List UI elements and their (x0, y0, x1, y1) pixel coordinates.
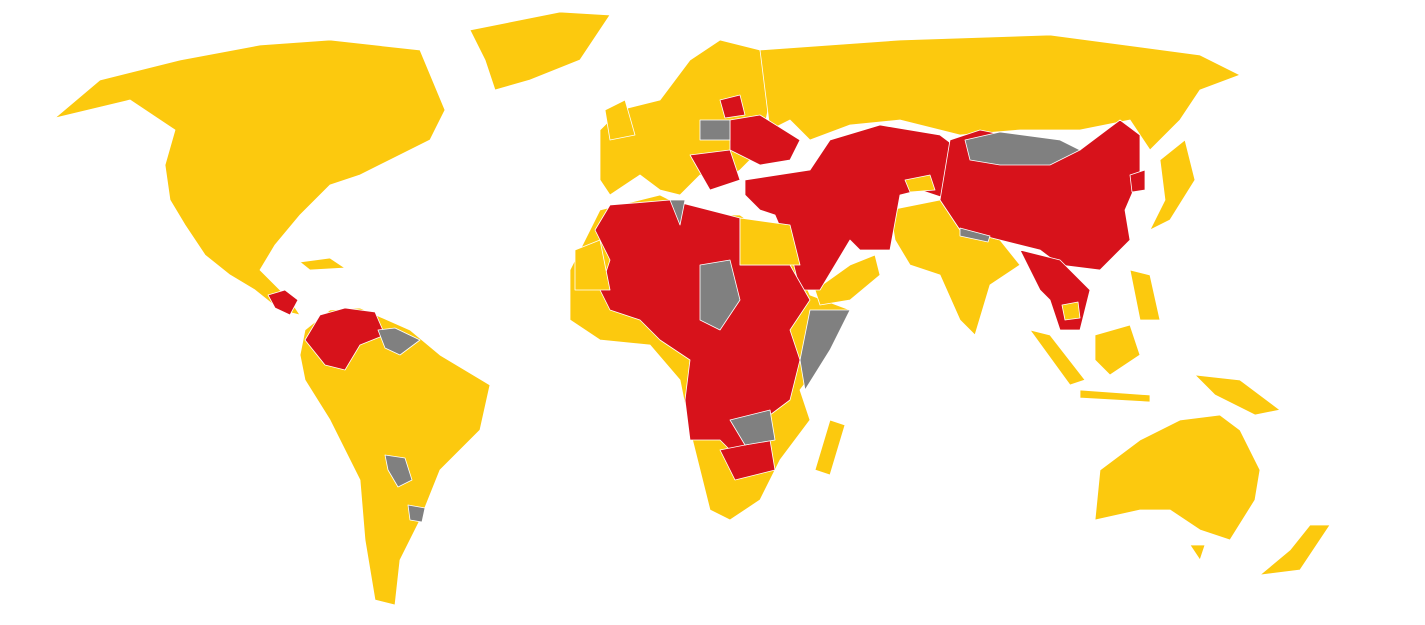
somalia (799, 309, 851, 391)
poland (699, 119, 731, 141)
greenland (469, 11, 611, 91)
mauritania (574, 239, 611, 291)
arabia-south (814, 254, 881, 306)
new-zealand (1259, 524, 1331, 576)
tasmania (1189, 544, 1206, 561)
mongolia (964, 131, 1081, 166)
egypt (739, 217, 801, 266)
zambia (729, 409, 776, 446)
philippines (1129, 269, 1161, 321)
uk-ireland (604, 99, 636, 141)
balkans (689, 149, 741, 191)
middle-east-central-asia (744, 124, 961, 291)
uruguay (407, 504, 426, 523)
indonesia-java (1079, 389, 1151, 403)
nepal (959, 227, 991, 243)
cambodia (1061, 301, 1081, 321)
indonesia-sumatra (1029, 329, 1086, 386)
gray-regions (377, 119, 1081, 523)
japan (1149, 139, 1196, 231)
central-america-red (267, 289, 299, 316)
madagascar (814, 419, 846, 476)
guianas (377, 327, 421, 356)
north-america (54, 39, 446, 316)
indonesia-borneo (1094, 324, 1141, 376)
baltics (719, 94, 746, 119)
north-korea (1129, 169, 1146, 193)
tunisia (669, 199, 686, 226)
yellow-overlays (574, 174, 1081, 321)
caribbean (299, 257, 346, 271)
new-guinea (1194, 374, 1281, 416)
australia (1094, 414, 1261, 541)
kyrgyzstan (904, 174, 936, 193)
paraguay (384, 454, 413, 488)
chad (699, 259, 741, 331)
